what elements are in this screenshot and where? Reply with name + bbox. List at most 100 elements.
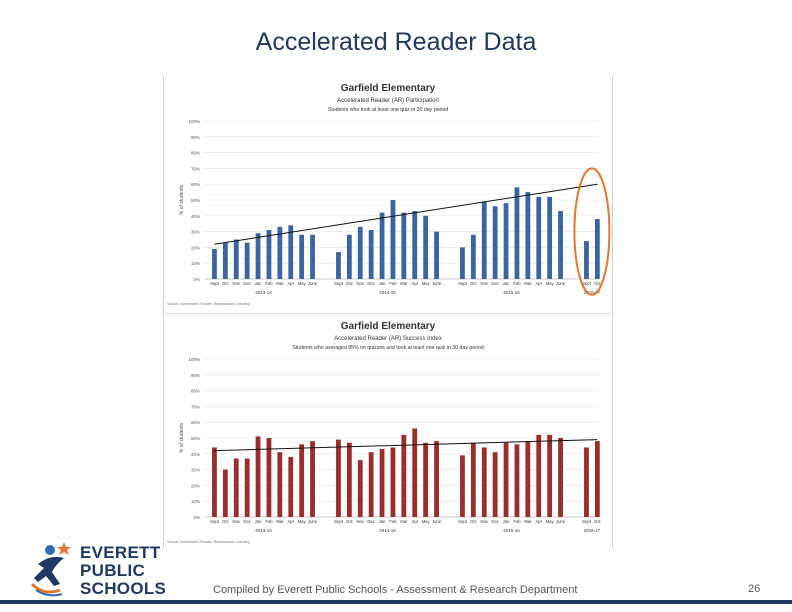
- x-tick-label: Mar: [524, 519, 532, 524]
- runner-star-icon: [30, 542, 71, 597]
- y-tick-label: 30%: [191, 230, 200, 235]
- x-tick-label: Feb: [265, 281, 273, 286]
- bar: [336, 439, 341, 517]
- x-tick-label: Mar: [276, 519, 284, 524]
- x-tick-label: Jan: [503, 519, 510, 524]
- x-tick-label: Apr: [287, 281, 294, 286]
- bar: [536, 434, 542, 517]
- x-tick-label: Nov: [233, 281, 241, 286]
- bar: [277, 226, 283, 279]
- figure-border-left: [163, 76, 164, 548]
- bar: [481, 201, 487, 279]
- trendline: [214, 439, 598, 452]
- x-tick-label: Nov: [233, 519, 241, 524]
- x-tick-label: Dec: [243, 519, 250, 524]
- source-note: Source: Accelerated Reader, Renaissance …: [167, 302, 250, 306]
- x-tick-label: June: [308, 281, 318, 286]
- x-tick-label: Feb: [513, 519, 521, 524]
- x-tick-label: June: [556, 519, 566, 524]
- group-label: 2015-16: [503, 290, 520, 295]
- y-tick-label: 40%: [191, 452, 200, 457]
- bar: [357, 460, 363, 517]
- y-tick-label: 30%: [191, 468, 200, 473]
- bar: [222, 242, 228, 279]
- bar: [299, 234, 305, 279]
- bar: [536, 196, 542, 279]
- group-label: 2013-14: [255, 528, 272, 533]
- bar: [233, 239, 239, 279]
- bar: [558, 211, 563, 279]
- figure-divider: [163, 313, 613, 314]
- y-tick-label: 10%: [191, 261, 200, 266]
- y-tick-label: 80%: [191, 151, 200, 156]
- y-tick-label: 40%: [191, 214, 200, 219]
- x-tick-label: Sept: [582, 281, 591, 286]
- bar: [244, 242, 250, 279]
- x-tick-label: June: [432, 281, 442, 286]
- group-label: 2014-15: [379, 290, 396, 295]
- bar: [336, 252, 341, 279]
- y-axis-label: % of students: [179, 184, 185, 215]
- x-tick-label: Sept: [458, 519, 467, 524]
- x-tick-label: Apr: [411, 281, 418, 286]
- y-tick-label: 10%: [191, 499, 200, 504]
- bar: [288, 225, 294, 279]
- x-tick-label: Dec: [367, 281, 374, 286]
- bar: [514, 444, 520, 517]
- x-tick-label: May: [546, 519, 555, 524]
- bar: [288, 456, 294, 517]
- participation-chart: Garfield Elementary Accelerated Reader (A…: [167, 83, 611, 306]
- bar: [460, 455, 465, 517]
- x-tick-label: Oct: [346, 519, 353, 524]
- y-tick-label: 80%: [191, 389, 200, 394]
- x-tick-label: Mar: [276, 281, 284, 286]
- y-tick-label: 100%: [188, 119, 200, 124]
- bar: [266, 230, 272, 279]
- bar: [255, 436, 261, 517]
- bar: [277, 452, 283, 517]
- x-tick-label: Feb: [389, 519, 397, 524]
- x-tick-label: Mar: [400, 281, 408, 286]
- x-tick-label: Feb: [389, 281, 397, 286]
- x-tick-label: Oct: [594, 281, 601, 286]
- bar: [481, 447, 487, 517]
- x-tick-label: Jan: [379, 281, 386, 286]
- highlight-ellipse: [573, 167, 611, 296]
- bar: [460, 247, 465, 279]
- x-tick-label: June: [432, 519, 442, 524]
- x-tick-label: Nov: [357, 519, 365, 524]
- bar: [390, 447, 396, 517]
- x-tick-label: Nov: [481, 519, 489, 524]
- bar: [492, 206, 498, 279]
- group-label: 2013-14: [255, 290, 272, 295]
- bar: [594, 441, 600, 517]
- x-tick-label: Dec: [367, 519, 374, 524]
- x-tick-label: Feb: [513, 281, 521, 286]
- x-tick-label: Oct: [222, 519, 229, 524]
- x-tick-label: May: [422, 281, 431, 286]
- bar: [233, 458, 239, 517]
- x-tick-label: June: [308, 519, 318, 524]
- bar: [368, 230, 374, 279]
- source-note: Source: Accelerated Reader, Renaissance …: [167, 540, 250, 544]
- y-tick-label: 60%: [191, 420, 200, 425]
- bar: [584, 241, 589, 279]
- group-label: 2015-16: [503, 528, 520, 533]
- group-label: 2016-17: [584, 290, 601, 295]
- x-tick-label: Jan: [255, 519, 262, 524]
- x-tick-label: May: [546, 281, 555, 286]
- bar: [470, 442, 476, 517]
- bar: [222, 469, 228, 517]
- x-tick-label: Mar: [400, 519, 408, 524]
- bar: [525, 441, 531, 517]
- x-tick-label: Apr: [287, 519, 294, 524]
- slide-title: Accelerated Reader Data: [255, 28, 537, 56]
- bar: [412, 428, 418, 517]
- x-tick-label: Sept: [458, 281, 467, 286]
- y-tick-label: 20%: [191, 483, 200, 488]
- group-label: 2014-15: [379, 528, 396, 533]
- bar: [503, 203, 509, 279]
- y-tick-label: 90%: [191, 373, 200, 378]
- x-tick-label: Dec: [491, 281, 498, 286]
- x-tick-label: Apr: [535, 519, 542, 524]
